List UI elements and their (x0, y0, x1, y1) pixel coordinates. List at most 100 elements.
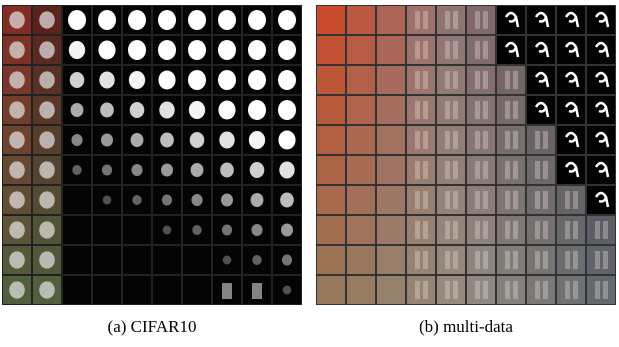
image-blob (505, 101, 510, 119)
image-cell (347, 96, 376, 125)
image-cell (467, 186, 496, 215)
image-blob (423, 41, 428, 59)
image-cell (467, 66, 496, 95)
image-blob (39, 131, 55, 148)
image-blob (423, 281, 428, 299)
image-blob (423, 101, 428, 119)
image-cell (347, 186, 376, 215)
image-blob (475, 131, 480, 149)
image-cell (587, 36, 616, 65)
image-blob (9, 281, 25, 298)
image-blob (453, 191, 458, 209)
image-cell (407, 186, 436, 215)
image-blob (163, 226, 172, 235)
image-blob (483, 101, 488, 119)
image-cell (527, 186, 556, 215)
image-blob (475, 251, 480, 269)
image-cell (183, 246, 212, 275)
image-blob (475, 71, 480, 89)
image-blob (101, 134, 113, 147)
image-blob (9, 11, 25, 28)
image-blob (131, 164, 142, 176)
image-cell (63, 216, 92, 245)
image-cell (497, 36, 526, 65)
image-cell (377, 156, 406, 185)
image-blob (453, 281, 458, 299)
image-cell (317, 156, 346, 185)
image-cell (497, 6, 526, 35)
image-cell (317, 66, 346, 95)
image-blob (252, 255, 261, 265)
image-blob (415, 281, 420, 299)
image-cell (153, 246, 182, 275)
image-grid (316, 5, 616, 305)
image-blob (423, 11, 428, 29)
image-cell (557, 36, 586, 65)
image-blob (415, 221, 420, 239)
image-blob (505, 281, 510, 299)
image-blob (445, 71, 450, 89)
image-blob (415, 251, 420, 269)
page: {"figure": {"panels": [{"caption": "(a) … (0, 0, 619, 347)
image-blob (222, 225, 232, 236)
image-blob (453, 101, 458, 119)
image-blob (415, 71, 420, 89)
image-blob (129, 71, 145, 89)
image-blob (102, 165, 112, 176)
image-cell (527, 276, 556, 305)
image-cell (317, 126, 346, 155)
image-blob (445, 251, 450, 269)
image-cell (587, 96, 616, 125)
image-cell (587, 126, 616, 155)
image-blob (565, 281, 570, 299)
image-blob (535, 161, 540, 179)
image-cell (467, 6, 496, 35)
image-cell (407, 216, 436, 245)
image-cell (437, 6, 466, 35)
image-blob (250, 162, 265, 178)
image-cell (557, 126, 586, 155)
image-blob (573, 191, 578, 209)
image-cell (527, 216, 556, 245)
image-blob (565, 221, 570, 239)
image-blob (128, 40, 146, 60)
image-blob (71, 103, 84, 117)
image-blob (39, 41, 55, 58)
image-cell (497, 96, 526, 125)
image-blob (71, 134, 82, 146)
image-blob (158, 40, 176, 60)
image-cell (407, 36, 436, 65)
image-cell (63, 276, 92, 305)
image-cell (377, 276, 406, 305)
caption: (a) CIFAR10 (108, 317, 197, 336)
image-blob (445, 41, 450, 59)
image-blob (573, 251, 578, 269)
image-blob (69, 41, 85, 59)
image-blob (278, 131, 295, 150)
image-blob (595, 221, 600, 239)
image-cell (183, 276, 212, 305)
image-blob (423, 71, 428, 89)
image-cell (557, 66, 586, 95)
image-cell (497, 126, 526, 155)
image-cell (437, 216, 466, 245)
image-blob (9, 71, 25, 88)
image-blob (283, 286, 292, 295)
image-cell (437, 66, 466, 95)
image-blob (278, 70, 296, 90)
image-cell (377, 6, 406, 35)
image-cell (347, 6, 376, 35)
image-blob (221, 194, 233, 207)
image-cell (407, 156, 436, 185)
image-blob (543, 251, 548, 269)
image-cell (347, 66, 376, 95)
image-cell (63, 246, 92, 275)
image-blob (483, 71, 488, 89)
image-blob (39, 71, 55, 88)
image-cell (123, 246, 152, 275)
image-blob (453, 161, 458, 179)
image-cell (377, 216, 406, 245)
image-cell (437, 276, 466, 305)
image-cell (587, 246, 616, 275)
image-blob (9, 131, 25, 148)
